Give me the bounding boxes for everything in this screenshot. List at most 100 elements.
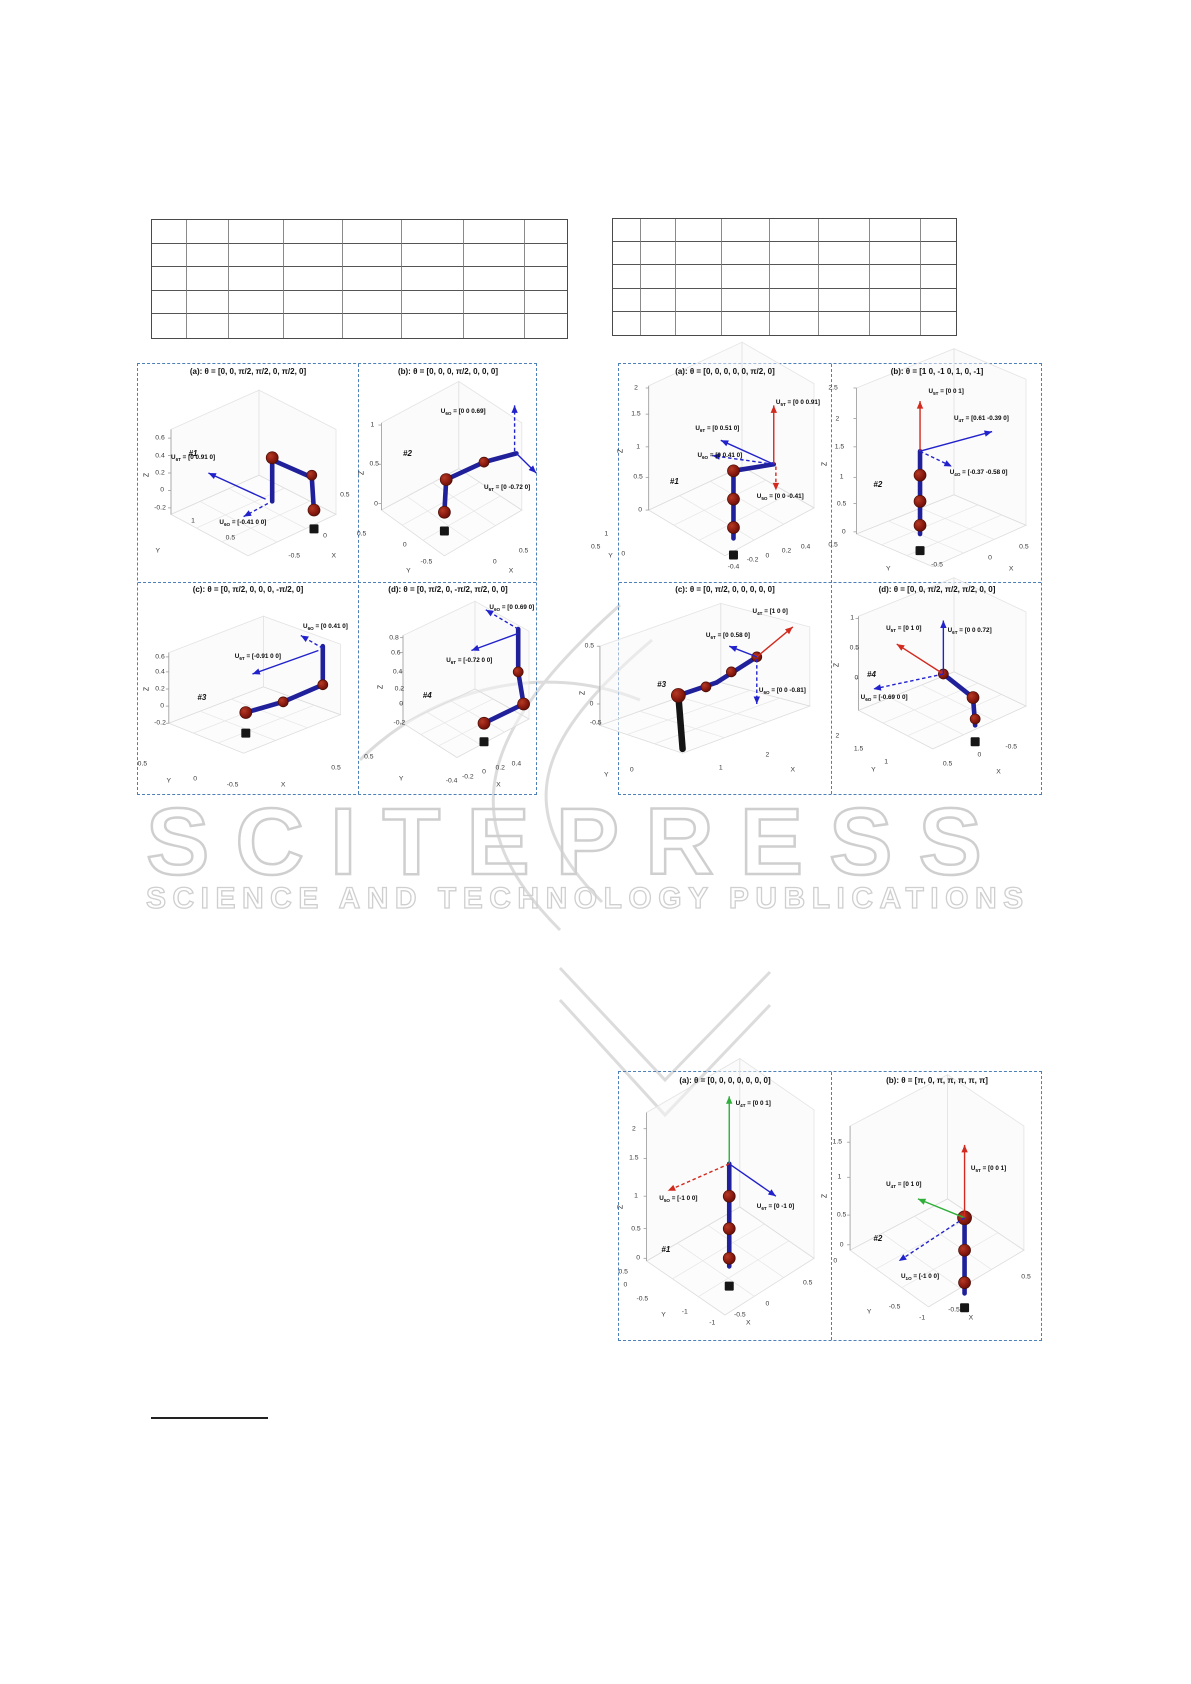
table-cell [152, 243, 187, 268]
axis-tick-label: 0.5 [836, 500, 847, 508]
vector-label: U6T = [0 0.91 0] [171, 453, 216, 462]
plot3d-fig1-d [400, 600, 530, 758]
table-cell [228, 290, 285, 315]
axis-tick-label: 0.8 [389, 634, 399, 642]
subplot-fig3-a: (a): θ = [0, 0, 0, 0, 0, 0, 0] #1 Z 2 1.5 1 0.… [618, 1057, 831, 1342]
figure-3: (a): θ = [0, 0, 0, 0, 0, 0, 0] #1 Z 2 1.5 1 0.… [618, 1057, 1042, 1342]
axis-tick-label: 1 [884, 758, 888, 766]
vector-label: U6T = [0 0 0.72] [947, 627, 992, 636]
axis-tick-label: Y [406, 567, 411, 575]
figure-2: (a): θ = [0, 0, 0, 0, 0, π/2, 0] #1 Z 2 1.5 1… [579, 341, 1042, 796]
axis-tick-label: 0 [160, 486, 165, 494]
axis-tick-label: -0.2 [154, 504, 166, 512]
vector-label: U4O = [-0.37 -0.58 0] [949, 468, 1008, 478]
table-cell [869, 219, 922, 243]
table-cell [722, 242, 771, 266]
subplot-fig1-d: (d): θ = [0, π/2, 0, -π/2, π/2, 0, 0] #4 Z… [358, 582, 538, 796]
robot-number-tag: #1 [669, 477, 679, 487]
table-cell [722, 288, 771, 312]
axis-tick-label: 0.4 [155, 452, 165, 460]
subplot-title: (b): θ = [π, 0, π, π, π, π, π] [886, 1076, 988, 1086]
axis-tick-label: 0 [765, 552, 770, 560]
robot-number-tag: #4 [422, 691, 432, 701]
watermark-subtitle: SCIENCE AND TECHNOLOGY PUBLICATIONS [145, 882, 1030, 915]
vector-label: U4T = [1 0 0] [752, 607, 788, 617]
table-cell [818, 242, 870, 266]
subplot-title: (c): θ = [0, π/2, 0, 0, 0, 0, 0] [675, 585, 775, 595]
axis-tick-label: X [331, 552, 337, 560]
plot3d-fig2-c [596, 602, 812, 754]
axis-tick-label: 0 [193, 775, 198, 783]
table-cell [818, 265, 870, 289]
axis-tick-label: 0 [323, 532, 327, 540]
axis-tick-label: 2 [835, 732, 840, 740]
table-cell [464, 243, 526, 268]
axis-tick-label: 0.6 [391, 649, 401, 657]
axis-tick-label: 0 [402, 541, 407, 549]
axis-tick-label: 0 [589, 700, 594, 708]
table-cell [229, 314, 285, 338]
table-cell [869, 242, 922, 266]
table-cell [921, 242, 956, 266]
axis-tick-label: 0.5 [356, 530, 367, 538]
table-empty-left [151, 219, 568, 339]
axis-tick-label: X [968, 1314, 974, 1322]
z-axis-label: Z [821, 1194, 829, 1199]
plot3d-fig1-a [168, 389, 337, 557]
axis-tick-label: -0.5 [733, 1311, 746, 1319]
table-cell [343, 290, 402, 315]
subplot-title: (a): θ = [0, 0, 0, 0, 0, π/2, 0] [675, 367, 775, 377]
table-cell [152, 267, 187, 291]
table-cell [284, 243, 344, 268]
plot3d-fig3-b [847, 1073, 1025, 1313]
subplot-fig2-a: (a): θ = [0, 0, 0, 0, 0, π/2, 0] #1 Z 2 1.5 1… [591, 341, 831, 582]
vector-label: U5T = [0 1 0] [886, 624, 922, 634]
axis-tick-label: 0.4 [511, 760, 522, 768]
robot-number-tag: #3 [657, 680, 667, 690]
table-cell [818, 219, 870, 243]
axis-tick-label: 0.5 [225, 534, 236, 542]
table-cell [464, 267, 526, 291]
axis-tick-label: 0.5 [631, 1225, 641, 1233]
plot3d-fig2-d [855, 577, 1027, 750]
axis-tick-label: 1.5 [631, 410, 641, 418]
table-cell [770, 288, 819, 312]
table-cell [152, 290, 187, 315]
axis-tick-label: 0.5 [942, 760, 953, 768]
table-cell [186, 220, 229, 244]
vector-label: U5T = [0 0 1] [928, 388, 964, 397]
axis-tick-label: 0.6 [155, 434, 165, 442]
axis-tick-label: Y [166, 777, 172, 785]
axis-tick-label: 0.5 [340, 491, 350, 499]
table-cell [640, 288, 676, 312]
subplot-title: (c): θ = [0, π/2, 0, 0, 0, -π/2, 0] [192, 585, 304, 595]
axis-tick-label: 0.2 [781, 547, 792, 555]
axis-tick-label: -0.5 [948, 1306, 960, 1314]
vector-label: U6O = [-0.69 0 0] [860, 693, 908, 702]
subplot-title: (d): θ = [0, 0, π/2, π/2, π/2, 0, 0] [878, 585, 996, 595]
axis-tick-label: 1 [636, 443, 640, 451]
table-cell [613, 265, 641, 289]
axis-tick-label: -0.5 [888, 1303, 901, 1311]
axis-tick-label: 0.2 [155, 685, 165, 693]
table-cell [641, 311, 676, 335]
axis-tick-label: 2.5 [828, 384, 838, 392]
table-cell [640, 242, 676, 266]
table-cell [464, 220, 526, 244]
table-cell [921, 219, 956, 243]
axis-tick-label: X [790, 766, 796, 774]
axis-tick-label: Y [608, 552, 613, 560]
axis-tick-label: Y [604, 771, 609, 779]
axis-tick-label: Y [885, 565, 891, 573]
table-cell [525, 220, 567, 244]
plot3d-fig2-b [853, 348, 1028, 568]
subplot-fig2-c: (c): θ = [0, π/2, 0, 0, 0, 0, 0] #3 Z 0.5 0 -… [579, 582, 831, 796]
axis-tick-label: 0.2 [495, 764, 505, 772]
plot3d-fig1-b [378, 380, 537, 557]
table-cell [819, 311, 870, 335]
axis-tick-label: 0 [492, 558, 497, 566]
table-cell [401, 267, 465, 291]
subplot-fig1-b: (b): θ = [0, 0, 0, π/2, 0, 0, 0] #2 Z 1 0.5 0… [356, 364, 538, 582]
axis-tick-label: 0 [765, 1300, 770, 1308]
axis-tick-label: 0.5 [584, 642, 595, 650]
